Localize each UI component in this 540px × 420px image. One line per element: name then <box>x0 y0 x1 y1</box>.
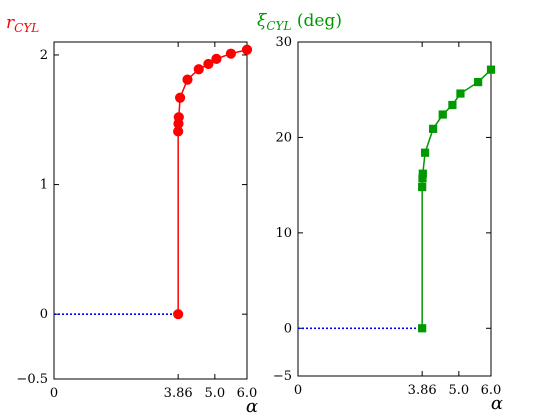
data-point <box>418 169 427 178</box>
data-point <box>418 324 427 333</box>
data-point <box>429 124 438 133</box>
x-tick-label: 6.0 <box>237 386 258 401</box>
x-tick-label: 5.0 <box>204 386 225 401</box>
data-point <box>438 110 447 119</box>
y-tick-label: 2 <box>40 48 48 63</box>
y-tick-label: 1 <box>40 178 48 193</box>
x-tick-label: 0 <box>50 386 58 401</box>
series-line <box>421 69 492 329</box>
x-tick-label: 5.0 <box>448 383 469 398</box>
y-tick-label: 30 <box>275 35 292 50</box>
plot-frame <box>53 41 248 380</box>
y-tick-label: 20 <box>275 130 292 145</box>
x-axis-label: α <box>246 396 258 417</box>
y-tick-label: 10 <box>275 226 292 241</box>
data-point <box>211 53 222 64</box>
x-axis-label: α <box>491 393 503 414</box>
data-point <box>174 92 186 103</box>
data-point <box>173 112 184 123</box>
y-tick-label: 0 <box>40 307 48 322</box>
data-point <box>193 64 204 75</box>
data-point <box>486 65 496 74</box>
series-line <box>177 49 248 315</box>
y-tick-label: 0 <box>284 321 292 336</box>
plot-frame <box>297 41 492 377</box>
chart-title: rCYL <box>6 13 39 35</box>
data-point <box>241 44 253 55</box>
y-tick-label: −5 <box>273 369 292 384</box>
x-tick-label: 3.86 <box>164 386 193 401</box>
data-point <box>418 182 427 192</box>
chart-title: ξCYL (deg) <box>257 11 342 33</box>
data-point <box>182 74 193 85</box>
data-point <box>225 48 237 59</box>
data-point <box>420 148 430 157</box>
data-point <box>456 89 465 98</box>
x-tick-label: 0 <box>294 383 302 398</box>
x-tick-label: 6.0 <box>481 383 502 398</box>
data-point <box>203 58 214 70</box>
y-tick-label: −0.5 <box>16 372 48 387</box>
data-point <box>448 100 457 110</box>
data-point <box>474 77 483 87</box>
x-tick-label: 3.86 <box>408 383 437 398</box>
data-point <box>173 309 184 320</box>
